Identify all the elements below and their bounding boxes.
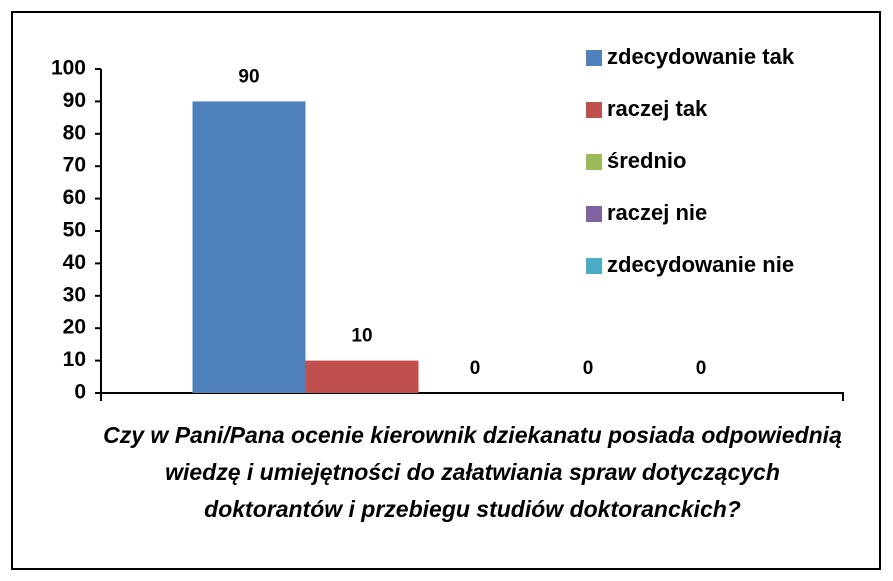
bar [192, 101, 306, 394]
bar [305, 360, 419, 393]
legend-swatch [586, 154, 602, 170]
y-tick-label: 70 [63, 154, 86, 177]
legend-label: raczej nie [607, 200, 707, 225]
value-label: 0 [696, 358, 707, 379]
y-tick-label: 100 [51, 57, 86, 80]
y-tick-label: 60 [63, 186, 86, 209]
chart-frame [11, 11, 881, 570]
value-label: 90 [238, 66, 259, 87]
x-category-label: Czy w Pani/Pana ocenie kierownik dziekan… [103, 422, 842, 522]
legend-label: zdecydowanie tak [607, 44, 795, 69]
y-tick-label: 90 [63, 89, 86, 112]
y-tick-label: 10 [63, 348, 86, 371]
legend-label: raczej tak [607, 96, 708, 121]
y-tick-label: 20 [63, 316, 86, 339]
legend-swatch [586, 50, 602, 66]
y-tick-label: 50 [63, 219, 86, 242]
legend-swatch [586, 206, 602, 222]
y-tick-label: 0 [74, 381, 86, 404]
y-tick-label: 30 [63, 283, 86, 306]
value-label: 0 [470, 358, 481, 379]
y-tick-label: 80 [63, 121, 86, 144]
legend-label: średnio [607, 148, 686, 173]
legend-swatch [586, 102, 602, 118]
legend-label: zdecydowanie nie [607, 252, 794, 277]
value-label: 0 [583, 358, 594, 379]
value-label: 10 [351, 326, 372, 347]
legend-swatch [586, 258, 602, 274]
y-tick-label: 40 [63, 251, 86, 274]
